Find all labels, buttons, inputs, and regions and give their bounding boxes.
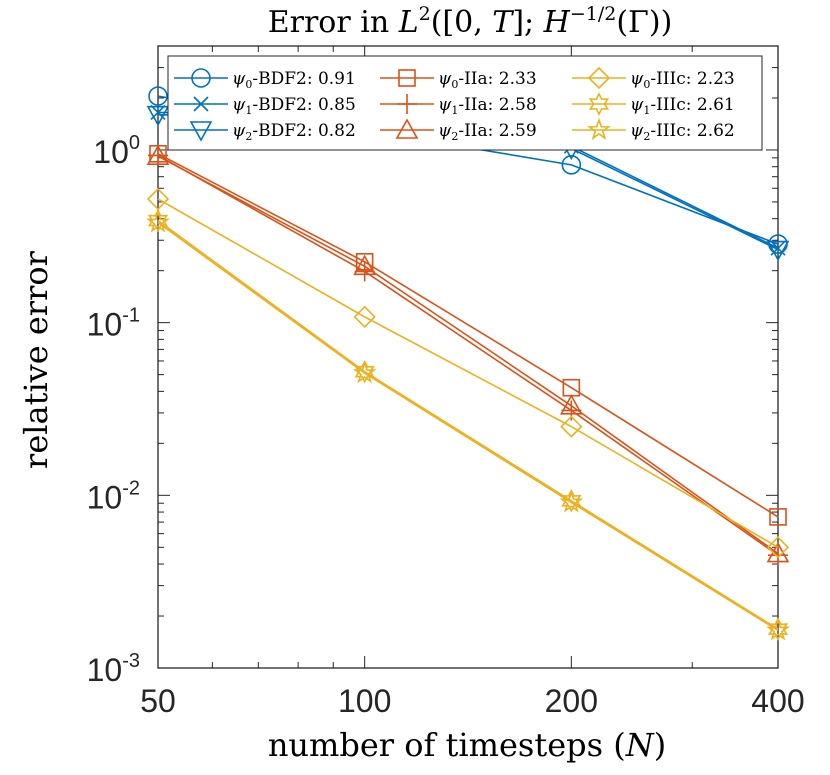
legend-entry: ψ2-IIIc: 2.62: [572, 117, 735, 143]
x-tick-label: 50: [140, 683, 176, 719]
legend-box: [167, 55, 763, 151]
legend-label: ψ0-IIIc: 2.23: [630, 69, 735, 91]
series-line: [157, 221, 779, 632]
legend-marker-pentagram: [587, 117, 611, 141]
legend-marker-x: [193, 96, 209, 112]
series-line: [157, 219, 779, 630]
legend-label: ψ1-BDF2: 0.85: [232, 95, 356, 117]
data-point-plus: [148, 145, 168, 166]
legend-entry: ψ0-IIIc: 2.23: [572, 66, 735, 91]
x-tick-label: 100: [338, 683, 391, 719]
legend-marker-circle: [191, 68, 211, 88]
series-ψ2-IIa: [146, 144, 790, 563]
legend-entry: ψ0-BDF2: 0.91: [174, 68, 356, 91]
data-point-pentagram: [352, 360, 377, 384]
data-point-diamond: [353, 305, 376, 329]
series-line: [157, 154, 779, 556]
data-point-diamond: [560, 415, 583, 438]
data-point-triangle-up: [353, 254, 377, 276]
legend-marker-diamond: [587, 66, 611, 90]
legend-entry: ψ1-IIa: 2.58: [380, 94, 537, 117]
data-point-pentagram: [559, 489, 584, 513]
y-tick-label: 10-1: [87, 305, 140, 343]
legend-label: ψ0-BDF2: 0.91: [232, 69, 356, 91]
legend-entry: ψ1-BDF2: 0.85: [174, 95, 356, 117]
x-tick-label: 200: [545, 683, 598, 719]
data-point-diamond: [766, 536, 790, 559]
data-point-hexagram: [767, 617, 789, 641]
data-point-pentagram: [146, 210, 170, 233]
axis-ticks: 50 100 200 400 100 10-1 10-2 10-3: [87, 45, 805, 719]
data-point-square: [769, 508, 787, 526]
legend-label: ψ2-IIIc: 2.62: [630, 121, 735, 143]
data-point-triangle-down: [766, 240, 790, 262]
legend-marker-hexagram: [588, 92, 610, 116]
legend-label: ψ2-BDF2: 0.82: [232, 121, 356, 143]
data-point-pentagram: [766, 618, 790, 641]
data-point-hexagram: [561, 489, 582, 513]
x-tick-label: 400: [751, 683, 804, 719]
legend-label: ψ1-IIa: 2.58: [438, 95, 537, 117]
data-point-circle: [561, 155, 582, 175]
legend: ψ0-BDF2: 0.91 ψ1-BDF2: 0.85 ψ2-BDF2: 0.82 ψ…: [167, 55, 763, 151]
legend-marker-plus: [397, 94, 417, 114]
legend-entry: ψ2-IIa: 2.59: [380, 118, 537, 143]
x-axis-label: number of timesteps (N): [268, 726, 666, 764]
legend-marker-square: [398, 69, 416, 87]
y-axis-label: relative error: [17, 250, 55, 469]
data-point-hexagram: [147, 208, 169, 233]
legend-entry: ψ2-BDF2: 0.82: [174, 121, 356, 143]
legend-marker-triangle-down: [189, 121, 213, 142]
chart-title: Error in L2([0, T]; H−1/2(Γ)): [268, 3, 673, 40]
legend-entry: ψ0-IIa: 2.33: [380, 69, 537, 91]
data-point-x: [770, 240, 786, 256]
series-ψ2-IIIc: [146, 210, 790, 641]
series-line: [157, 155, 779, 555]
y-tick-label: 10-3: [87, 650, 140, 688]
data-point-triangle-down: [146, 105, 170, 127]
series-line: [157, 153, 779, 518]
data-point-triangle-up: [146, 144, 170, 166]
legend-entry: ψ1-IIIc: 2.61: [572, 92, 735, 117]
data-point-triangle-up: [559, 394, 583, 415]
legend-label: ψ2-IIa: 2.59: [438, 121, 537, 143]
series-line: [157, 198, 779, 548]
y-tick-label: 100: [93, 132, 140, 170]
data-point-circle: [148, 86, 168, 106]
legend-label: ψ0-IIa: 2.33: [438, 69, 537, 91]
legend-marker-triangle-up: [395, 118, 419, 139]
y-tick-label: 10-2: [87, 477, 140, 515]
legend-label: ψ1-IIIc: 2.61: [630, 95, 735, 117]
